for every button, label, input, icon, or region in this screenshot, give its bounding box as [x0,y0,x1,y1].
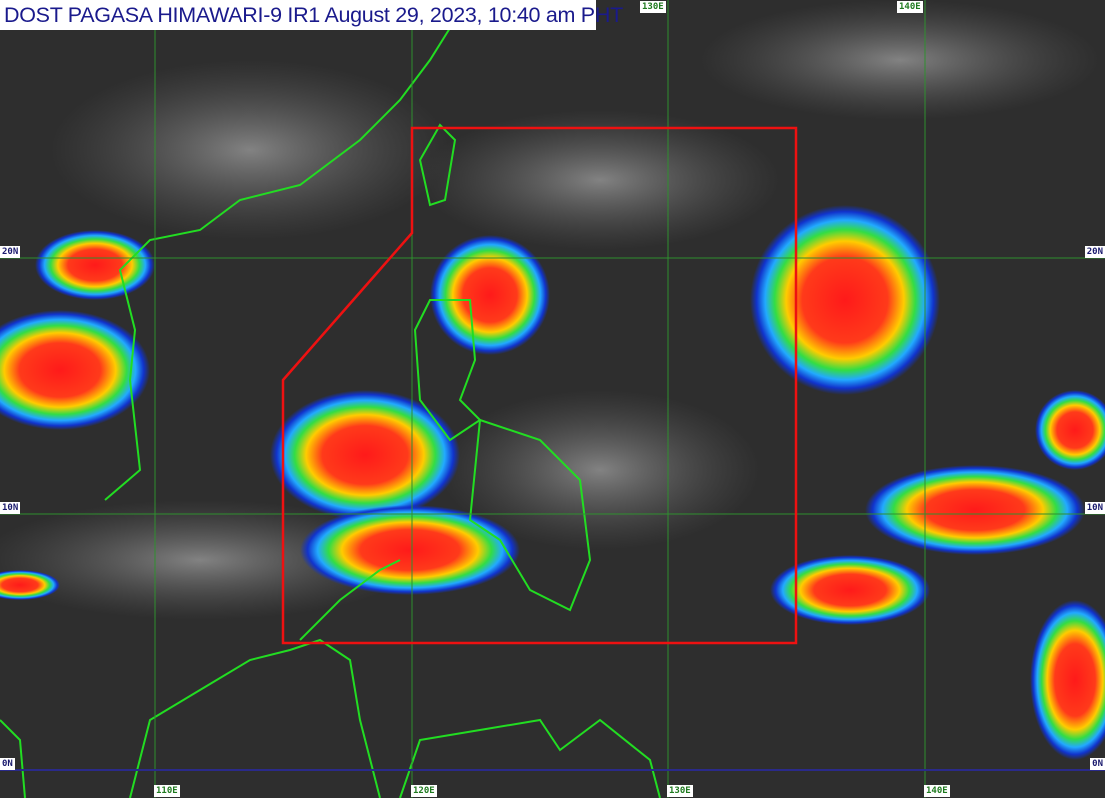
lat-label-right-10n: 10N [1084,502,1105,514]
lat-label-left-20n: 20N [0,246,21,258]
lat-label-left-0n: 0N [0,758,15,770]
lat-label-left-10n: 10N [0,502,21,514]
lon-label-bottom-140e: 140E [924,785,950,797]
lon-label-top-140e: 140E [897,1,923,13]
lat-label-right-20n: 20N [1084,246,1105,258]
image-title: DOST PAGASA HIMAWARI-9 IR1 August 29, 20… [0,0,623,30]
lon-label-top-130e: 130E [640,1,666,13]
lat-label-right-0n: 0N [1090,758,1105,770]
par-boundary [281,126,798,645]
lon-label-bottom-130e: 130E [667,785,693,797]
lon-label-bottom-120e: 120E [411,785,437,797]
typhoon-east [750,205,940,395]
coastlines [0,19,661,798]
typhoon-north-luzon [430,235,550,355]
cloud-cover [0,0,1100,620]
lon-label-bottom-110e: 110E [154,785,180,797]
